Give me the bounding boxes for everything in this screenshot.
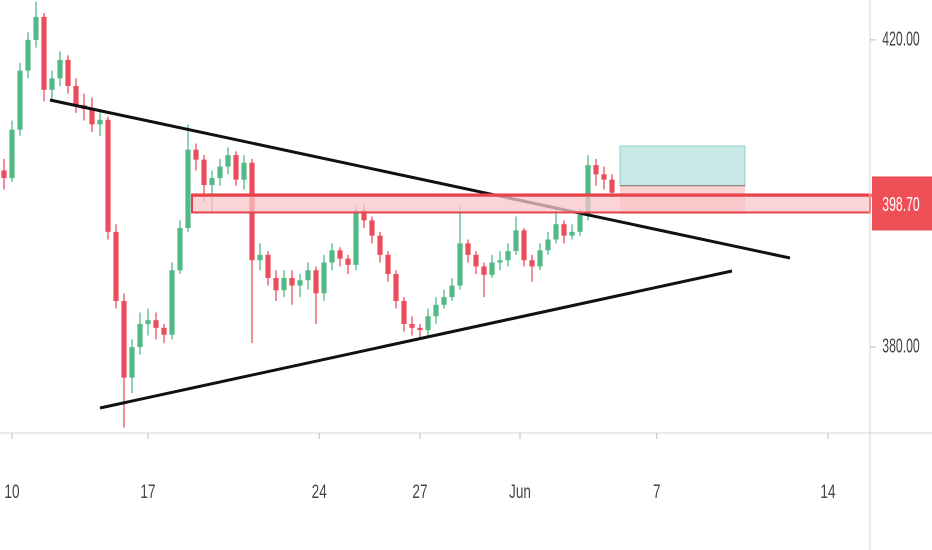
candle-body [489,262,495,275]
candle-body [265,254,271,278]
x-tick-label: 10 [4,481,19,503]
candle-body [361,210,367,221]
candle-body [337,250,343,259]
candle-body [273,277,279,291]
candle-body [289,277,295,286]
x-tick-label: 17 [140,481,155,503]
y-tick-label: 420.00 [882,27,919,50]
candle-body [529,260,535,267]
candle-body [153,320,159,328]
candle-body [457,243,463,286]
candle-body [601,174,607,180]
candle-body [313,270,319,294]
candle-body [129,347,135,378]
candle-body [201,159,207,186]
trendline-lower [99,269,733,410]
x-tick-label: 14 [820,481,835,503]
candle-body [137,323,143,348]
candle-body [57,59,63,79]
candle-body [449,285,455,298]
candle-body [505,251,511,261]
candle-body [281,277,287,291]
candle-body [105,119,111,232]
position-target [619,145,746,187]
candle-body [9,129,15,179]
candle-body [217,166,223,179]
x-tick-label: Jun [509,481,531,503]
candle-body [89,109,95,125]
candle-body [121,300,127,378]
candle-body [177,228,183,271]
candle-body [41,16,47,90]
candle-body [113,231,119,301]
candle-body [401,300,407,324]
candle-body [521,230,527,261]
candle-body [497,260,503,263]
y-tick-label: 380.00 [882,334,919,357]
price-zone [191,193,871,214]
candle-body [329,250,335,263]
candle-body [241,162,247,180]
candle-body [305,270,311,281]
candle-body [25,39,31,71]
candle-body [481,266,487,275]
candle-body [425,316,431,331]
candle-body [473,254,479,267]
candle-body [185,149,191,229]
candle-body [577,214,583,232]
candle-body [561,224,567,236]
candle-body [513,230,519,252]
candle-body [553,224,559,240]
candle-body [609,179,615,193]
candle-body [441,297,447,305]
candle-body [49,78,55,90]
candle-body [1,170,7,179]
candle-body [433,304,439,317]
candle-body [537,250,543,267]
candle-body [161,327,167,335]
candle-body [569,231,575,236]
candle-body [33,16,39,40]
candle-body [369,220,375,236]
candle-body [257,254,263,261]
x-tick-label: 24 [312,481,327,503]
trendline-upper [49,98,791,260]
candle-body [145,320,151,324]
candle-body [17,70,23,130]
candle-body [353,210,359,265]
candle-body [233,155,239,180]
candle-body [65,59,71,86]
candle-body [345,258,351,265]
candle-body [297,280,303,286]
candles [1,1,615,428]
candle-body [585,165,591,215]
candle-body [417,327,423,331]
x-tick-label: 27 [412,481,427,503]
price-label-box [872,176,932,231]
candle-body [225,155,231,167]
candle-body [169,270,175,335]
candle-body [193,149,199,160]
candle-body [545,239,551,251]
candle-body [73,85,79,106]
candle-body [393,274,399,301]
candle-body [593,165,599,175]
axes: 10 17 24 27 Jun 7 14 380.00 420.00 [4,27,919,503]
candle-body [465,243,471,255]
price-label: 398.70 [882,193,919,216]
candle-body [321,262,327,294]
candle-body [209,178,215,186]
x-tick-label: 7 [653,481,661,503]
candle-body [377,235,383,255]
candle-body [409,323,415,328]
candle-body [97,119,103,125]
candle-body [385,254,391,275]
